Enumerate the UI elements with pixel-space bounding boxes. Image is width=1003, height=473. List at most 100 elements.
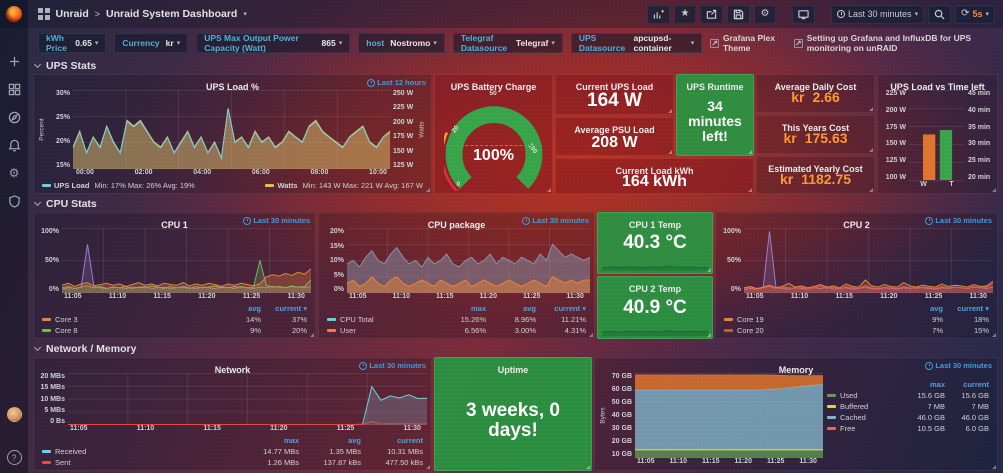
panel-time-range[interactable]: Last 30 minutes (925, 216, 992, 225)
save-dashboard-button[interactable] (727, 4, 751, 24)
legend-value: 10.5 GB (917, 424, 945, 433)
variable-host[interactable]: host Nostromo ▾ (358, 33, 445, 53)
legend-col-header[interactable]: max (470, 304, 486, 313)
legend-col-header[interactable]: current ▾ (275, 304, 307, 313)
panel-title[interactable]: CPU package (427, 220, 486, 230)
legend-col-header[interactable]: avg (523, 304, 536, 313)
legend-series-name[interactable]: Free (827, 424, 901, 433)
load-vs-time-bars[interactable] (909, 90, 965, 181)
section-header-cpu-stats[interactable]: CPU Stats (33, 196, 1000, 212)
legend-series-name[interactable]: Core 8 (42, 326, 215, 335)
breadcrumb-dashboard-title[interactable]: Unraid System Dashboard (106, 8, 238, 20)
legend-series-name[interactable]: Cached (827, 413, 901, 422)
cpu1-graph[interactable] (62, 228, 311, 293)
server-admin-shield-icon[interactable] (7, 194, 21, 208)
explore-compass-icon[interactable] (7, 110, 21, 124)
legend-series-name[interactable]: Sent (42, 458, 237, 467)
legend-col-header[interactable]: current (963, 380, 989, 389)
legend-series-name[interactable]: Buffered (827, 402, 901, 411)
legend-col-header[interactable]: current (397, 436, 423, 445)
legend-col-header[interactable]: avg (348, 436, 361, 445)
panel-title[interactable]: Network (214, 365, 251, 375)
legend-col-header[interactable]: max (929, 380, 945, 389)
section-header-ups-stats[interactable]: UPS Stats (33, 58, 1000, 74)
panel-title[interactable]: UPS Battery Charge (450, 82, 537, 92)
cpu2-graph[interactable] (744, 228, 993, 293)
tick-label: 11:10 (790, 293, 809, 300)
star-dashboard-button[interactable]: ★ (674, 4, 697, 24)
panel-title[interactable]: Current Load kWh (615, 166, 694, 176)
dashboard-settings-button[interactable]: ⚙ (754, 4, 777, 24)
dashboards-grid-icon[interactable] (7, 82, 21, 96)
network-graph[interactable] (68, 373, 427, 425)
user-avatar[interactable] (6, 407, 22, 422)
tick-label: 08:00 (310, 169, 329, 176)
create-plus-icon[interactable] (7, 54, 21, 68)
legend-col-header[interactable]: current ▾ (554, 304, 586, 313)
panel-time-range[interactable]: Last 30 minutes (359, 361, 426, 370)
section-header-network-memory[interactable]: Network / Memory (33, 341, 1000, 357)
panel-title[interactable]: CPU 2 Temp (628, 284, 682, 294)
years-cost-value: 175.63 (804, 130, 848, 146)
panel-title[interactable]: CPU 1 Temp (628, 220, 682, 230)
time-range-picker[interactable]: Last 30 minutes ▾ (831, 4, 925, 24)
variable-ups-datasource[interactable]: UPS Datasource apcupsd-container ▾ (570, 33, 703, 53)
tick-label: 5% (333, 271, 344, 279)
help-icon[interactable]: ? (6, 450, 22, 465)
panel-title[interactable]: Uptime (497, 365, 529, 375)
panel-title[interactable]: Average PSU Load (574, 125, 655, 135)
panel-title[interactable]: UPS Load % (205, 82, 259, 92)
panel-title[interactable]: UPS Load vs Time left (890, 82, 985, 92)
tick-label: 20 GB (611, 438, 632, 445)
panel-title[interactable]: Memory (778, 365, 814, 375)
refresh-button[interactable]: ⟳ 5s ▾ (955, 4, 995, 24)
tick-label: 125 W (393, 161, 414, 169)
tick-label: 25 min (968, 157, 991, 165)
share-dashboard-button[interactable] (700, 4, 724, 24)
panel-time-range[interactable]: Last 30 minutes (243, 216, 310, 225)
cpu-package-graph[interactable] (347, 228, 590, 293)
legend-series-name[interactable]: Core 19 (724, 315, 897, 324)
configuration-gear-icon[interactable]: ⚙ (8, 166, 20, 180)
panel-time-range[interactable]: Last 30 minutes (925, 361, 992, 370)
alerting-bell-icon[interactable] (7, 138, 21, 152)
panel-time-override[interactable]: Last 12 hours (367, 78, 426, 87)
link-grafana-plex-theme[interactable]: ↗ Grafana Plex Theme (710, 33, 775, 53)
variable-telegraf-datasource[interactable]: Telegraf Datasource Telegraf ▾ (452, 33, 563, 53)
currency-prefix: kr (783, 130, 797, 146)
legend-series-name[interactable]: User (327, 326, 436, 335)
panel-average-daily-cost: Average Daily Cost kr 2.66 (756, 74, 875, 113)
legend-series-name[interactable]: Used (827, 391, 901, 400)
cycle-view-mode-button[interactable] (792, 4, 816, 24)
ups-load-graph[interactable] (73, 90, 390, 169)
legend-series-name[interactable]: Core 3 (42, 315, 215, 324)
panel-title[interactable]: Average Daily Cost (774, 82, 857, 92)
legend-item[interactable]: Watts Min: 143 W Max: 221 W Avg: 167 W (265, 181, 423, 190)
panel-title[interactable]: CPU 2 (843, 220, 870, 230)
caret-down-icon: ▾ (551, 40, 555, 47)
breadcrumb-app[interactable]: Unraid (55, 8, 89, 20)
grafana-logo-icon[interactable] (0, 0, 28, 28)
zoom-out-search-button[interactable] (928, 4, 952, 24)
memory-graph[interactable] (635, 373, 823, 458)
legend-col-header[interactable]: current ▾ (957, 304, 989, 313)
add-panel-button[interactable] (647, 4, 671, 24)
panel-time-range[interactable]: Last 30 minutes (522, 216, 589, 225)
legend-series-name[interactable]: Received (42, 447, 237, 456)
legend-item[interactable]: UPS Load Min: 17% Max: 26% Avg: 19% (42, 181, 195, 190)
dashboard-dropdown-caret-icon[interactable]: ▾ (243, 11, 247, 18)
legend-col-header[interactable]: avg (930, 304, 943, 313)
panel-title[interactable]: UPS Runtime (686, 82, 744, 92)
link-ups-monitoring-guide[interactable]: ↗ Setting up Grafana and InfluxDB for UPS… (794, 33, 972, 53)
variable-kwh-price[interactable]: kWh Price 0.65 ▾ (38, 33, 107, 53)
legend-col-header[interactable]: avg (248, 304, 261, 313)
legend-series-name[interactable]: Core 20 (724, 326, 897, 335)
panel-title[interactable]: CPU 1 (161, 220, 188, 230)
legend-series-name[interactable]: CPU Total (327, 315, 436, 324)
variable-ups-max-output[interactable]: UPS Max Output Power Capacity (Watt) 865… (196, 33, 351, 53)
panel-title[interactable]: Estimated Yearly Cost (768, 164, 863, 174)
panel-title[interactable]: This Years Cost (781, 123, 850, 133)
variable-currency[interactable]: Currency kr ▾ (114, 33, 189, 53)
panel-title[interactable]: Current UPS Load (575, 82, 654, 92)
legend-col-header[interactable]: max (283, 436, 299, 445)
